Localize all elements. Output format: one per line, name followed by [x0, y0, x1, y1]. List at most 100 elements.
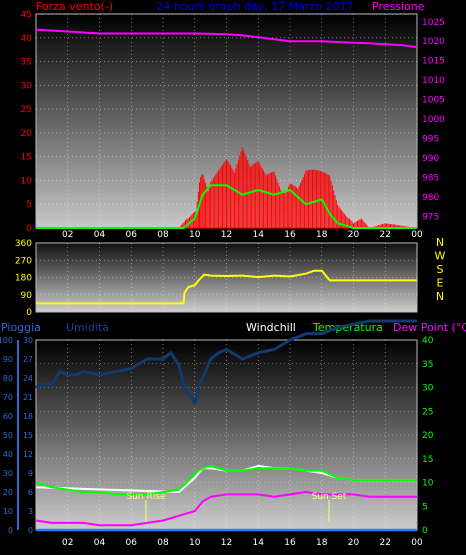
- wind-tick-label: 40: [21, 34, 33, 44]
- grid-lines: [17, 13, 417, 530]
- wind-gust-line: [36, 184, 417, 229]
- wind-tick-label: 35: [21, 58, 32, 68]
- data-series: [35, 28, 418, 532]
- time-tick-label: 12: [221, 538, 232, 548]
- rain-tick-label: 50: [3, 431, 13, 440]
- humidity-tick-label: 12: [23, 450, 33, 459]
- humidity-line: [35, 319, 417, 405]
- rain-tick-label: 90: [3, 355, 13, 364]
- wind-tick-label: 0: [26, 224, 32, 234]
- chart-title: 24 hours graph day, 17 Marzo 2017: [156, 0, 353, 13]
- direction-tick-label: 360: [15, 239, 32, 249]
- sun-set-label: Sun Set: [312, 492, 347, 502]
- compass-letter: E: [437, 277, 444, 290]
- temp-tick-label: 10: [422, 479, 434, 489]
- time-tick-label: 18: [316, 538, 328, 548]
- wind-tick-label: 10: [21, 176, 33, 186]
- temp-tick-label: 0: [422, 526, 428, 536]
- wind-tick-label: 30: [21, 81, 33, 91]
- rain-tick-label: 80: [3, 374, 13, 383]
- temp-panel: [35, 339, 418, 531]
- time-tick-label: 12: [221, 230, 232, 240]
- wind-tick-label: 20: [21, 129, 33, 139]
- pressure-tick-label: 975: [422, 212, 439, 222]
- pressure-tick-label: 1015: [422, 57, 445, 67]
- temp-tick-label: 5: [422, 502, 428, 512]
- humidity-tick-label: 30: [23, 336, 33, 345]
- compass-letter: N: [436, 236, 444, 249]
- direction-tick-label: 90: [21, 291, 33, 301]
- humidity-tick-label: 0: [28, 526, 33, 535]
- temp-tick-label: 35: [422, 360, 433, 370]
- time-tick-label: 00: [411, 230, 423, 240]
- wind-tick-label: 15: [21, 153, 32, 163]
- time-tick-label: 10: [189, 538, 201, 548]
- rain-tick-label: 30: [3, 469, 13, 478]
- direction-tick-label: 270: [15, 256, 32, 266]
- rain-tick-label: 70: [3, 393, 13, 402]
- direction-tick-label: 0: [26, 308, 32, 318]
- temp-tick-label: 15: [422, 455, 433, 465]
- pressure-tick-label: 1000: [422, 115, 445, 125]
- compass-letter: S: [437, 263, 444, 276]
- dewpoint-legend: Dew Point (°C): [393, 321, 466, 334]
- humidity-tick-label: 18: [23, 412, 33, 421]
- windchill-legend: Windchill: [246, 321, 296, 334]
- rain-tick-label: 60: [3, 412, 13, 421]
- time-tick-label: 02: [62, 230, 73, 240]
- rain-tick-label: 10: [3, 507, 13, 516]
- wind-tick-label: 5: [26, 200, 32, 210]
- compass-letter: W: [435, 250, 446, 263]
- time-tick-label: 16: [284, 230, 296, 240]
- temp-tick-label: 30: [422, 384, 434, 394]
- time-tick-label: 04: [94, 230, 106, 240]
- time-tick-label: 00: [411, 538, 423, 548]
- pressure-tick-label: 1005: [422, 96, 445, 106]
- wind-tick-label: 45: [21, 10, 32, 20]
- time-tick-label: 06: [126, 538, 138, 548]
- pressure-tick-label: 990: [422, 154, 439, 164]
- time-tick-label: 22: [380, 230, 391, 240]
- humidity-tick-label: 27: [23, 355, 33, 364]
- rain-axis-title: Pioggia: [1, 321, 41, 334]
- rain-tick-label: 20: [3, 488, 13, 497]
- pressure-tick-label: 980: [422, 193, 439, 203]
- time-tick-label: 10: [189, 230, 201, 240]
- compass-letter: N: [436, 290, 444, 303]
- humidity-tick-label: 21: [23, 393, 33, 402]
- humidity-tick-label: 6: [28, 488, 33, 497]
- pressure-tick-label: 1010: [422, 76, 445, 86]
- direction-line: [36, 269, 417, 305]
- pressure-tick-label: 995: [422, 135, 439, 145]
- direction-tick-label: 180: [15, 274, 32, 284]
- time-tick-label: 06: [126, 230, 138, 240]
- rain-tick-label: 0: [8, 526, 13, 535]
- temp-tick-label: 20: [422, 431, 434, 441]
- humidity-tick-label: 9: [28, 469, 33, 478]
- pressure-line: [35, 28, 418, 49]
- time-tick-label: 16: [284, 538, 296, 548]
- humidity-tick-label: 3: [28, 507, 33, 516]
- time-tick-label: 18: [316, 230, 328, 240]
- humidity-tick-label: 15: [23, 431, 33, 440]
- time-tick-label: 20: [348, 230, 360, 240]
- dewpoint-line: [35, 491, 417, 527]
- humidity-tick-label: 24: [23, 374, 33, 383]
- wind-tick-label: 25: [21, 105, 32, 115]
- sun-rise-label: Sun Rise: [127, 492, 166, 502]
- time-tick-label: 20: [348, 538, 360, 548]
- time-tick-label: 02: [62, 538, 73, 548]
- time-tick-label: 04: [94, 538, 106, 548]
- pressure-tick-label: 985: [422, 173, 439, 183]
- temp-tick-label: 40: [422, 336, 434, 346]
- temp-tick-label: 25: [422, 407, 433, 417]
- time-tick-label: 22: [380, 538, 391, 548]
- temperature-line: [35, 464, 417, 496]
- time-tick-label: 14: [253, 230, 265, 240]
- wind-axis-title: Forza vento(-): [36, 0, 113, 13]
- pressure-tick-label: 1025: [422, 18, 445, 28]
- pressure-axis-title: Pressione: [372, 0, 425, 13]
- humidity-axis-title: Umidita: [66, 321, 109, 334]
